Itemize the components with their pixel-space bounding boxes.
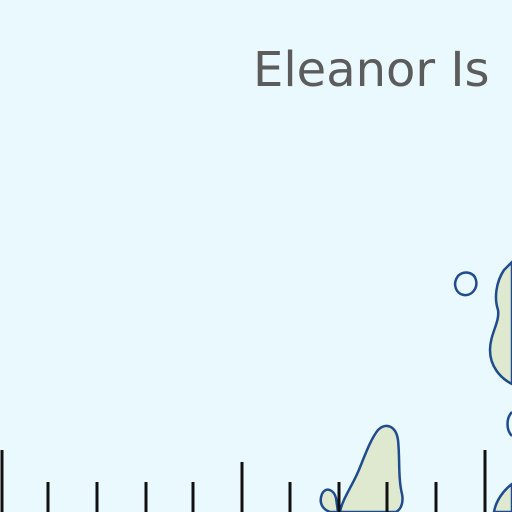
islet-outline-bottom-right — [492, 482, 512, 512]
islet-outline — [453, 271, 478, 297]
island-outline-right[interactable] — [488, 260, 512, 386]
scale-bar — [0, 450, 487, 512]
island-outline-bottom[interactable] — [319, 424, 404, 512]
place-label-eleanor-island: Eleanor Is — [253, 42, 490, 98]
headland-outline-right — [506, 411, 512, 437]
